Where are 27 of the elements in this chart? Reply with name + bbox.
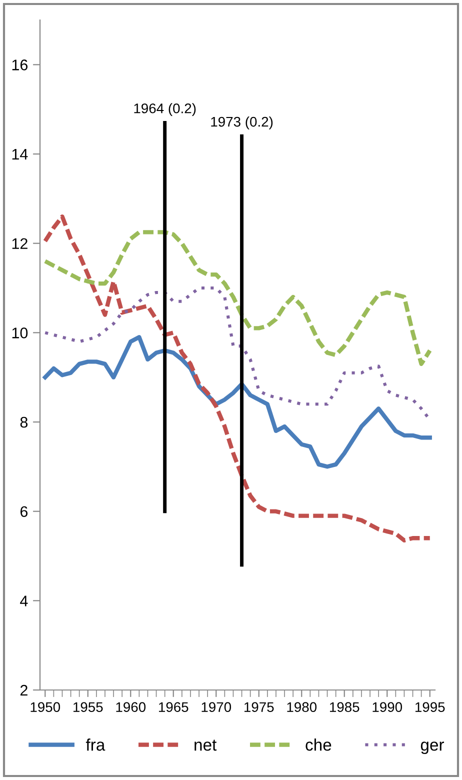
- y-tick-label: 6: [20, 506, 28, 518]
- legend-label: ger: [420, 742, 444, 754]
- x-tick-label: 1980: [287, 702, 317, 712]
- legend-label: fra: [86, 738, 106, 751]
- ref-line-label: 1973 (0.2): [211, 116, 273, 130]
- x-tick-label: 1985: [330, 702, 360, 712]
- y-tick-label: 4: [20, 596, 28, 606]
- x-tick-label: 1975: [244, 702, 274, 712]
- y-tick-label: 16: [12, 60, 28, 70]
- legend-label: che: [306, 738, 332, 751]
- ref-line-label: 1964 (0.2): [134, 103, 196, 116]
- y-tick-label: 14: [12, 149, 28, 160]
- legend-label: net: [194, 740, 217, 751]
- x-tick-label: 1955: [73, 702, 103, 712]
- x-tick-label: 1970: [202, 702, 232, 712]
- x-tick-label: 1990: [372, 702, 402, 712]
- line-series: [43, 335, 432, 469]
- y-tick-label: 12: [12, 238, 28, 249]
- y-tick-label: 10: [12, 328, 28, 338]
- x-tick-label: 1995: [415, 702, 445, 712]
- x-tick-label: 1965: [158, 702, 188, 712]
- x-tick-label: 1950: [30, 702, 60, 712]
- line-series: [43, 214, 432, 542]
- line-series: [43, 230, 432, 366]
- x-tick-label: 1960: [116, 702, 146, 712]
- y-tick-label: 8: [20, 416, 28, 428]
- y-tick-label: 2: [20, 684, 28, 696]
